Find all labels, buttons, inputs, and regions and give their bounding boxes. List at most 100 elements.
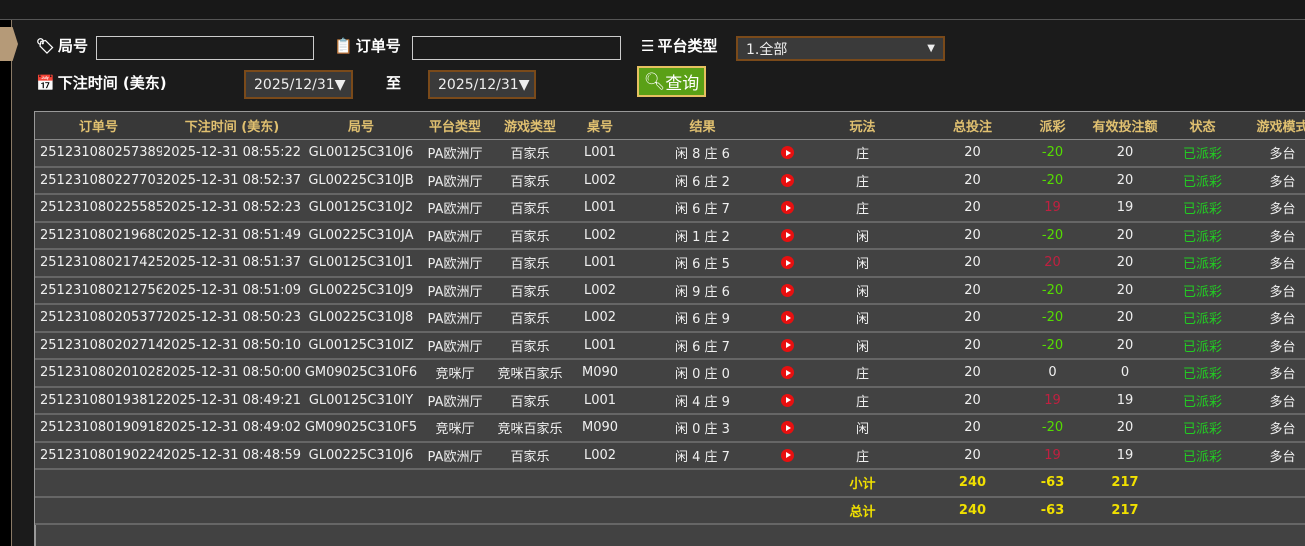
valid-bet-cell: 20: [1085, 414, 1165, 443]
order-id-cell: 251231080225585: [35, 194, 162, 223]
table-header: 订单号 下注时间 (美东) 局号 平台类型 游戏类型 桌号 结果 玩法 总投注 派彩 有效投注额 状态…: [35, 112, 1305, 140]
play-video-icon[interactable]: [781, 311, 794, 325]
table-row[interactable]: 251231080257389 2025-12-31 08:55:22 GL0012…: [35, 139, 1305, 168]
video-replay-cell: [775, 249, 800, 278]
orders-table: 订单号 下注时间 (美东) 局号 平台类型 游戏类型 桌号 结果 玩法 总投注 派彩 有效投注额 状态…: [35, 112, 1305, 525]
result-cell: 闲 6 庄 5: [630, 249, 775, 278]
play-video-icon[interactable]: [781, 393, 794, 407]
calendar-icon: 📅: [36, 73, 55, 92]
round-id-cell: GL00225C310J9: [302, 276, 420, 305]
bet-time-cell: 2025-12-31 08:50:10: [162, 331, 302, 360]
total-bet-cell: 20: [925, 139, 1020, 168]
table-row[interactable]: 251231080225585 2025-12-31 08:52:23 GL0012…: [35, 194, 1305, 223]
column-header: 总投注: [925, 112, 1020, 140]
table-row[interactable]: 251231080193812 2025-12-31 08:49:21 GL0012…: [35, 386, 1305, 415]
play-video-icon[interactable]: [781, 173, 794, 187]
column-header: 状态: [1165, 112, 1240, 140]
game-mode-cell: 多台: [1240, 304, 1305, 333]
table-row[interactable]: 251231080202714 2025-12-31 08:50:10 GL0012…: [35, 331, 1305, 360]
play-video-icon[interactable]: [781, 256, 794, 270]
bet-time-cell: 2025-12-31 08:48:59: [162, 441, 302, 470]
bet-type-cell: 庄: [800, 194, 925, 223]
bet-type-cell: 闲: [800, 276, 925, 305]
total-bet-cell: 20: [925, 441, 1020, 470]
summary-cell: 总计: [800, 496, 925, 525]
play-video-icon[interactable]: [781, 146, 794, 159]
status-cell: 已派彩: [1165, 386, 1240, 415]
order-id-cell: 251231080190224: [35, 441, 162, 470]
date-to-select[interactable]: 2025/12/31▼: [428, 70, 536, 99]
column-header: 玩法: [800, 112, 925, 140]
order-input[interactable]: [412, 36, 621, 60]
play-video-icon[interactable]: [781, 366, 794, 380]
status-cell: 已派彩: [1165, 359, 1240, 388]
round-input[interactable]: [96, 36, 314, 60]
table-row[interactable]: 251231080227703 2025-12-31 08:52:37 GL0022…: [35, 166, 1305, 195]
game-type-cell: 百家乐: [490, 441, 570, 470]
play-video-icon[interactable]: [781, 421, 794, 435]
query-label: 查询: [665, 74, 700, 94]
play-video-icon[interactable]: [781, 201, 794, 215]
table-row[interactable]: 251231080219680 2025-12-31 08:51:49 GL0022…: [35, 221, 1305, 250]
column-header: 游戏类型: [490, 112, 570, 140]
status-cell: 已派彩: [1165, 414, 1240, 443]
summary-cell: [162, 496, 302, 525]
table-row[interactable]: 251231080190224 2025-12-31 08:48:59 GL0022…: [35, 441, 1305, 470]
round-id-cell: GL00225C310J8: [302, 304, 420, 333]
video-replay-cell: [775, 386, 800, 415]
status-cell: 已派彩: [1165, 304, 1240, 333]
table-row[interactable]: 251231080201028 2025-12-31 08:50:00 GM0902…: [35, 359, 1305, 388]
table-row[interactable]: 251231080212756 2025-12-31 08:51:09 GL0022…: [35, 276, 1305, 305]
summary-cell: [302, 469, 420, 498]
payout-cell: -20: [1020, 221, 1085, 250]
panel-tab[interactable]: [0, 27, 18, 61]
platform-select[interactable]: 1.全部 ▼: [736, 36, 945, 61]
table-id-cell: L002: [570, 441, 630, 470]
play-video-icon[interactable]: [781, 448, 794, 462]
table-row[interactable]: 251231080205377 2025-12-31 08:50:23 GL0022…: [35, 304, 1305, 333]
result-cell: 闲 4 庄 7: [630, 441, 775, 470]
play-video-icon[interactable]: [781, 338, 794, 352]
platform-cell: PA欧洲厅: [420, 139, 490, 168]
platform-cell: PA欧洲厅: [420, 276, 490, 305]
play-video-icon[interactable]: [781, 283, 794, 297]
summary-cell: [35, 496, 162, 525]
summary-cell: [775, 469, 800, 498]
round-id-cell: GL00225C310JA: [302, 221, 420, 250]
summary-cell: 240: [925, 469, 1020, 498]
play-video-icon[interactable]: [781, 228, 794, 242]
payout-cell: 19: [1020, 441, 1085, 470]
bet-type-cell: 闲: [800, 304, 925, 333]
result-cell: 闲 6 庄 2: [630, 166, 775, 195]
summary-cell: [1240, 496, 1305, 525]
date-from-select[interactable]: 2025/12/31▼: [244, 70, 353, 99]
column-header: [775, 112, 800, 140]
table-row[interactable]: 251231080190918 2025-12-31 08:49:02 GM0902…: [35, 414, 1305, 443]
summary-cell: 240: [925, 496, 1020, 525]
platform-cell: PA欧洲厅: [420, 331, 490, 360]
table-id-cell: L002: [570, 166, 630, 195]
bet-time-cell: 2025-12-31 08:49:21: [162, 386, 302, 415]
game-type-cell: 百家乐: [490, 304, 570, 333]
summary-cell: [420, 496, 490, 525]
bet-type-cell: 闲: [800, 414, 925, 443]
bet-time-cell: 2025-12-31 08:49:02: [162, 414, 302, 443]
chevron-down-icon: ▼: [927, 43, 935, 54]
table-row[interactable]: 251231080217425 2025-12-31 08:51:37 GL0012…: [35, 249, 1305, 278]
round-id-cell: GL00125C310J2: [302, 194, 420, 223]
valid-bet-cell: 20: [1085, 221, 1165, 250]
platform-cell: 竞咪厅: [420, 359, 490, 388]
round-id-cell: GL00125C310J1: [302, 249, 420, 278]
video-replay-cell: [775, 221, 800, 250]
game-mode-cell: 多台: [1240, 386, 1305, 415]
summary-cell: [570, 469, 630, 498]
query-button[interactable]: 🔍︎ 查询: [637, 66, 706, 97]
summary-cell: -63: [1020, 496, 1085, 525]
order-label-text: 订单号: [355, 37, 401, 55]
game-type-cell: 百家乐: [490, 166, 570, 195]
game-type-cell: 百家乐: [490, 331, 570, 360]
payout-cell: -20: [1020, 166, 1085, 195]
order-id-cell: 251231080212756: [35, 276, 162, 305]
game-mode-cell: 多台: [1240, 249, 1305, 278]
total-bet-cell: 20: [925, 359, 1020, 388]
